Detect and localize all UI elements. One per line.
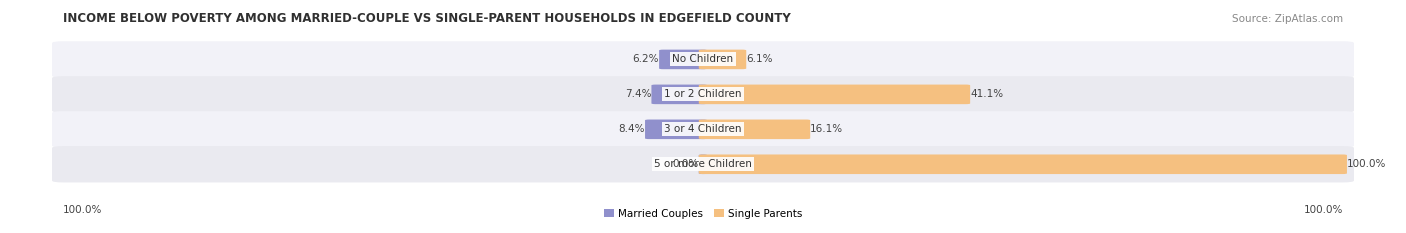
Text: 100.0%: 100.0% [63, 205, 103, 215]
Text: 100.0%: 100.0% [1303, 205, 1343, 215]
Text: 1 or 2 Children: 1 or 2 Children [664, 89, 742, 99]
Text: 7.4%: 7.4% [624, 89, 651, 99]
Text: No Children: No Children [672, 55, 734, 64]
Text: 3 or 4 Children: 3 or 4 Children [664, 124, 742, 134]
Legend: Married Couples, Single Parents: Married Couples, Single Parents [599, 205, 807, 223]
Text: INCOME BELOW POVERTY AMONG MARRIED-COUPLE VS SINGLE-PARENT HOUSEHOLDS IN EDGEFIE: INCOME BELOW POVERTY AMONG MARRIED-COUPL… [63, 12, 792, 25]
Text: 16.1%: 16.1% [810, 124, 844, 134]
Text: 0.0%: 0.0% [672, 159, 699, 169]
Text: 8.4%: 8.4% [619, 124, 645, 134]
Text: 100.0%: 100.0% [1347, 159, 1386, 169]
Text: 41.1%: 41.1% [970, 89, 1004, 99]
Text: 6.1%: 6.1% [747, 55, 773, 64]
Text: 6.2%: 6.2% [633, 55, 659, 64]
Text: 5 or more Children: 5 or more Children [654, 159, 752, 169]
Text: Source: ZipAtlas.com: Source: ZipAtlas.com [1232, 14, 1343, 24]
